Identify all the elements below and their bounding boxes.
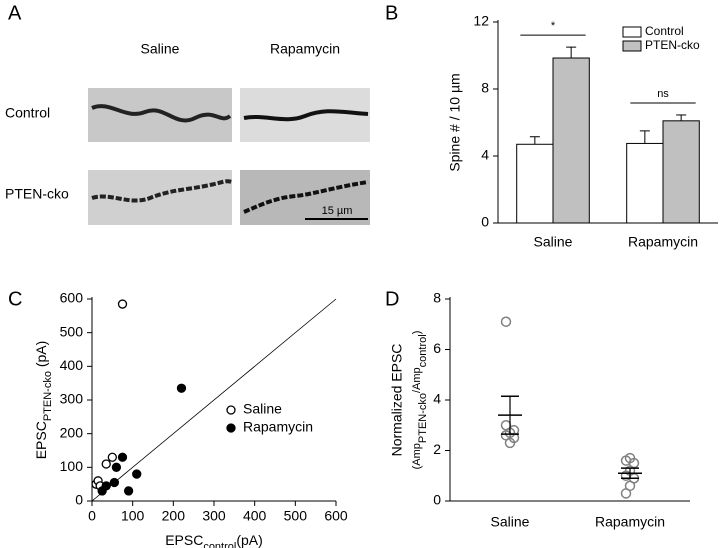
y-tick-label: 200	[60, 424, 84, 440]
point	[123, 486, 134, 496]
dendrite	[91, 179, 233, 203]
point	[101, 459, 111, 469]
y-tick-label: 0	[75, 492, 83, 508]
x-axis-label: EPSCcontrol(pA)	[165, 532, 263, 548]
x-tick-label: 400	[243, 508, 267, 524]
y-tick-label: 4	[433, 391, 441, 407]
y-axis-label: Normalized EPSC	[389, 344, 405, 457]
label-part: EPSC	[165, 532, 203, 548]
x-tick-label: 0	[88, 508, 96, 524]
bar	[626, 142, 664, 224]
bar	[516, 143, 554, 224]
column-label: Saline	[141, 41, 180, 57]
label-part: (pA)	[33, 341, 49, 371]
point	[109, 477, 120, 488]
bar	[552, 57, 590, 224]
legend-marker	[226, 405, 236, 415]
point	[500, 420, 512, 431]
legend-label: Control	[645, 24, 684, 38]
point	[176, 383, 187, 393]
scale-bar-label: 15 µm	[322, 205, 353, 217]
y-tick-label: 8	[433, 290, 441, 306]
panel-letter: D	[385, 288, 399, 310]
x-tick-label: 600	[324, 508, 348, 524]
y-axis-label: Spine # / 10 µm	[447, 73, 463, 171]
y-tick-label: 0	[433, 492, 441, 508]
label-part: (Amp	[411, 443, 423, 469]
point	[500, 316, 512, 327]
chart-panel: B 0 4 8 12 Spine # / 10 µm Saline * Rapamycin ns C…	[385, 2, 718, 250]
chart-panel: C 0 100 200 300 400 500 600 0 100 200 300 400 500 600 E…	[8, 288, 348, 548]
label-part: EPSC	[33, 421, 49, 459]
x-tick-label: 100	[121, 508, 145, 524]
x-tick-label: Rapamycin	[628, 234, 698, 250]
y-tick-label: 400	[60, 357, 84, 373]
identity-line	[91, 298, 337, 502]
dendrite	[243, 109, 369, 122]
legend-swatch	[622, 26, 642, 38]
significance-label: ns	[657, 88, 669, 100]
point	[111, 462, 122, 472]
dendrite	[243, 180, 369, 214]
y-tick-label: 300	[60, 391, 84, 407]
y-tick-label: 2	[433, 441, 441, 457]
x-tick-label: 300	[202, 508, 226, 524]
y-tick-label: 8	[481, 80, 489, 96]
significance-label: *	[551, 20, 556, 32]
label-part: /Amp	[411, 367, 423, 393]
label-part: (pA)	[236, 532, 262, 548]
y-tick-label: 100	[60, 458, 84, 474]
x-tick-label: 200	[162, 508, 186, 524]
point	[117, 452, 128, 462]
panel-letter: A	[8, 2, 22, 24]
y-tick-label: 0	[481, 214, 489, 230]
y-axis-label: (AmpPTEN-cko/Ampcontrol)	[411, 331, 429, 470]
bar	[662, 120, 700, 224]
point	[624, 452, 636, 464]
column-label: Rapamycin	[270, 41, 340, 57]
x-tick-label: Saline	[491, 514, 530, 530]
label-subscript: control	[203, 541, 236, 548]
label-part: )	[411, 331, 423, 335]
legend-label: Rapamycin	[243, 419, 313, 435]
y-tick-label: 500	[60, 323, 84, 339]
y-tick-label: 4	[481, 147, 489, 163]
panel-letter: B	[385, 2, 398, 24]
legend-label: PTEN-cko	[645, 38, 700, 52]
label-subscript: control	[417, 334, 429, 367]
y-tick-label: 600	[60, 290, 84, 306]
row-label: Control	[5, 105, 50, 121]
legend-swatch	[622, 40, 642, 52]
micrograph	[240, 170, 370, 225]
point	[117, 299, 128, 309]
row-label: PTEN-cko	[5, 186, 69, 202]
label-subscript: PTEN-cko	[417, 393, 429, 443]
panel-letter: C	[8, 288, 22, 310]
point	[107, 452, 117, 462]
x-tick-label: Rapamycin	[595, 514, 665, 530]
y-axis-label: EPSCPTEN-cko (pA)	[33, 341, 54, 460]
label-subscript: PTEN-cko	[42, 371, 54, 421]
x-tick-label: Saline	[534, 234, 573, 250]
point	[132, 469, 142, 479]
chart-panel: D 0 2 4 6 8 Normalized EPSC (AmpPTEN-cko/Ampcon…	[385, 288, 690, 530]
dendrite	[91, 104, 232, 123]
legend-marker	[226, 423, 236, 433]
legend-label: Saline	[243, 401, 282, 417]
y-tick-label: 6	[433, 340, 441, 356]
x-tick-label: 500	[284, 508, 308, 524]
point	[101, 481, 111, 491]
y-tick-label: 12	[473, 13, 489, 29]
panel-a: A Saline Rapamycin Control PTEN-cko 15 µ…	[5, 2, 370, 225]
